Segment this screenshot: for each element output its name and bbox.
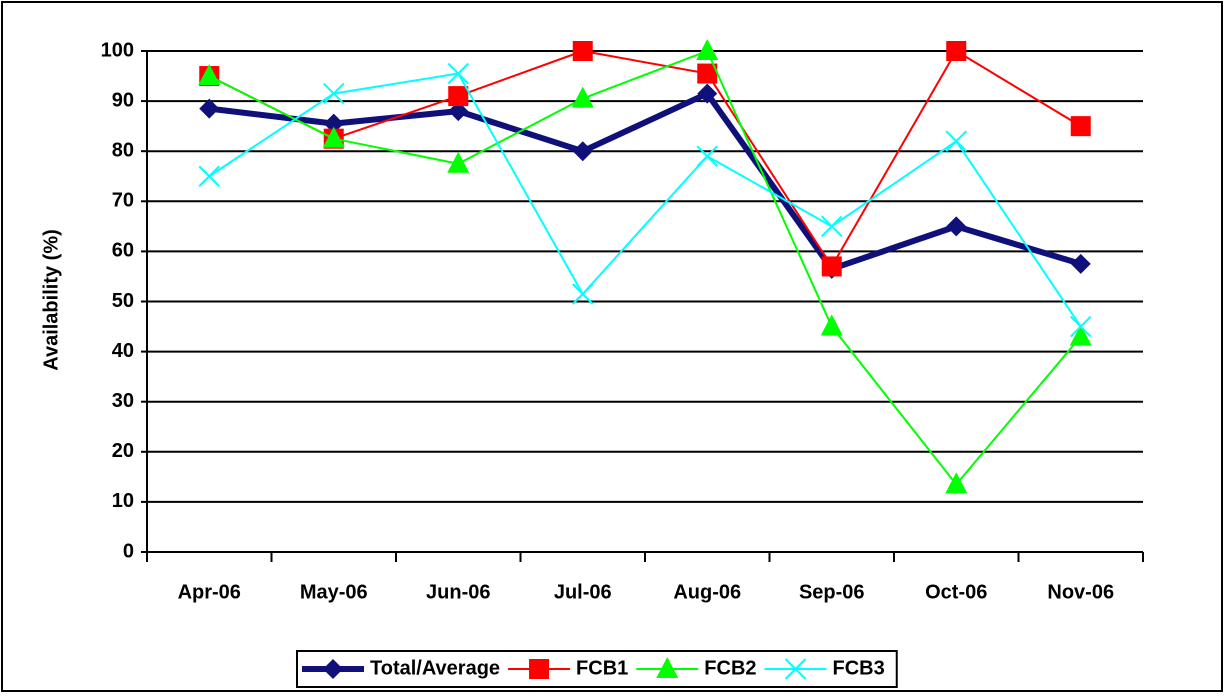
y-tick-label: 80 bbox=[112, 139, 134, 161]
marker bbox=[820, 314, 843, 336]
marker bbox=[571, 86, 594, 108]
legend-label: FCB2 bbox=[704, 657, 756, 679]
marker bbox=[696, 39, 719, 60]
marker bbox=[529, 659, 550, 679]
x-tick-label: Nov-06 bbox=[1047, 581, 1114, 603]
legend-label: FCB3 bbox=[833, 657, 885, 679]
marker bbox=[821, 256, 842, 277]
y-tick-label: 70 bbox=[112, 190, 134, 212]
marker bbox=[1070, 315, 1092, 338]
y-tick-label: 60 bbox=[112, 240, 134, 262]
series-line bbox=[208, 72, 1082, 328]
series-line bbox=[208, 50, 1082, 486]
legend: Total/Average FCB1 FCB2 FCB3 bbox=[296, 650, 898, 688]
marker bbox=[198, 64, 221, 86]
marker bbox=[323, 113, 344, 134]
y-tick-label: 30 bbox=[112, 390, 134, 412]
marker bbox=[656, 657, 679, 678]
marker bbox=[945, 130, 967, 152]
marker bbox=[697, 63, 718, 84]
marker bbox=[697, 83, 718, 104]
x-tick-label: Sep-06 bbox=[799, 581, 865, 603]
marker bbox=[1069, 324, 1092, 346]
legend-label: FCB1 bbox=[576, 657, 628, 679]
series-line bbox=[208, 90, 1082, 272]
marker bbox=[198, 165, 220, 187]
marker bbox=[572, 41, 593, 61]
marker bbox=[448, 101, 469, 122]
marker bbox=[946, 41, 967, 61]
x-tick-label: May-06 bbox=[300, 581, 368, 603]
y-tick-label: 90 bbox=[112, 89, 134, 111]
marker bbox=[945, 472, 968, 494]
marker bbox=[323, 659, 343, 679]
y-tick-label: 40 bbox=[112, 340, 134, 362]
marker bbox=[322, 126, 345, 148]
marker bbox=[447, 62, 469, 85]
y-tick-label: 50 bbox=[112, 290, 134, 312]
marker bbox=[696, 145, 718, 167]
y-tick-label: 0 bbox=[123, 540, 134, 562]
x-tick-label: Jul-06 bbox=[554, 581, 612, 603]
y-axis-label: Availability (%) bbox=[40, 229, 62, 371]
marker bbox=[199, 98, 220, 119]
marker bbox=[572, 283, 594, 305]
y-tick-label: 20 bbox=[112, 440, 134, 462]
marker bbox=[447, 151, 470, 173]
marker bbox=[1070, 253, 1091, 274]
series-line bbox=[208, 50, 1082, 268]
marker bbox=[323, 82, 345, 105]
y-tick-label: 100 bbox=[101, 39, 134, 61]
legend-label: Total/Average bbox=[370, 657, 500, 679]
marker bbox=[1070, 116, 1091, 137]
y-tick-label: 10 bbox=[112, 490, 134, 512]
marker bbox=[784, 658, 807, 680]
marker bbox=[946, 216, 967, 237]
marker bbox=[448, 86, 469, 107]
x-tick-label: Apr-06 bbox=[178, 581, 241, 603]
x-tick-label: Aug-06 bbox=[673, 581, 741, 603]
x-tick-label: Jun-06 bbox=[426, 581, 490, 603]
marker bbox=[821, 215, 843, 238]
x-tick-label: Oct-06 bbox=[925, 581, 987, 603]
marker bbox=[572, 141, 593, 162]
